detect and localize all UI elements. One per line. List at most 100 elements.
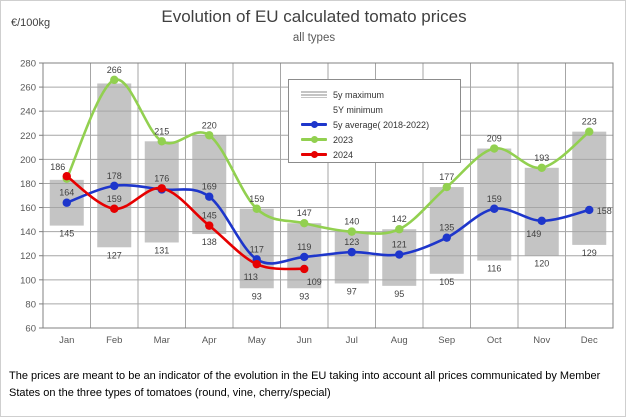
- data-point-Jul: [347, 227, 356, 236]
- series-labels-layer: 164 178 169 117 119 123 121 135 159 149 158 266 215 2…: [50, 65, 612, 287]
- min-value-label: 138: [202, 237, 217, 247]
- y-tick-label: 100: [20, 275, 36, 286]
- series-value-label: 209: [487, 134, 502, 144]
- series-value-label: 169: [202, 182, 217, 192]
- series-value-label: 109: [307, 277, 322, 287]
- series-value-label: 159: [249, 194, 264, 204]
- min-value-label: 129: [582, 248, 597, 258]
- legend-item-5y-maximum: 5y maximum: [301, 87, 460, 102]
- min-value-label: 131: [154, 245, 169, 255]
- range-bar-Nov: [524, 167, 559, 256]
- y-axis-ticks-layer: 60 80 100 120 140 160 180 200 220 240 260 280: [20, 59, 43, 335]
- series-value-label: 119: [297, 242, 311, 252]
- min-value-label: 97: [347, 286, 357, 296]
- range-bar-Apr: [192, 135, 227, 235]
- series-value-label: 266: [107, 65, 122, 75]
- month-label-Oct: Oct: [487, 335, 502, 346]
- y-tick-label: 200: [20, 155, 36, 166]
- series-value-label: 159: [487, 194, 502, 204]
- month-label-Apr: Apr: [202, 335, 217, 346]
- chart-legend: 5y maximum 5Y minimum 5y average( 2018-2…: [288, 79, 461, 163]
- legend-label: 2023: [333, 134, 354, 145]
- data-point-Aug: [395, 225, 404, 234]
- y-tick-label: 280: [20, 59, 36, 70]
- y-tick-label: 60: [25, 324, 36, 335]
- y-tick-label: 80: [25, 299, 36, 310]
- data-point-Mar: [157, 184, 166, 193]
- min-value-label: 145: [59, 229, 74, 239]
- data-point-Apr: [205, 192, 214, 201]
- series-value-label: 140: [344, 217, 359, 227]
- y-tick-label: 160: [20, 203, 36, 214]
- data-point-Jun: [300, 264, 309, 274]
- series-value-label: 177: [439, 172, 454, 182]
- legend-label: 2024: [333, 149, 354, 160]
- data-point-Apr: [205, 131, 214, 140]
- range-bar-Feb: [97, 83, 132, 248]
- range-bar-Jul: [334, 231, 369, 284]
- series-value-label: 178: [107, 171, 122, 181]
- month-label-Dec: Dec: [581, 335, 598, 346]
- legend-item-5y-average: 5y average( 2018-2022): [301, 117, 460, 132]
- data-point-Aug: [395, 250, 404, 259]
- data-point-Mar: [157, 137, 166, 146]
- series-value-label: 176: [154, 173, 169, 183]
- x-axis-labels-layer: Jan Feb Mar Apr May Jun Jul Aug Sep Oct Nov Dec: [59, 335, 598, 346]
- data-point-Apr: [205, 221, 214, 230]
- series-value-label: 123: [344, 237, 359, 247]
- legend-item-5y-minimum: 5Y minimum: [301, 102, 460, 117]
- series-value-label: 145: [202, 211, 217, 221]
- 5y-maximum-swatch-icon: [301, 91, 327, 98]
- legend-item-2024: 2024: [301, 147, 460, 162]
- legend-label: 5y maximum: [333, 89, 385, 100]
- series-line-2024: [62, 172, 309, 274]
- series-value-label: 121: [392, 240, 407, 250]
- series-value-label: 113: [244, 272, 258, 282]
- data-point-Sep: [442, 233, 451, 242]
- series-value-label: 117: [250, 244, 264, 254]
- 2023-line-swatch-icon: [301, 136, 327, 143]
- data-point-Sep: [442, 182, 451, 192]
- y-tick-label: 120: [20, 251, 36, 262]
- data-point-Feb: [110, 204, 119, 213]
- min-value-label: 116: [487, 264, 501, 274]
- y-tick-label: 140: [20, 227, 36, 238]
- month-label-Nov: Nov: [533, 335, 550, 346]
- 5y-average-line-swatch-icon: [301, 121, 327, 128]
- month-label-Feb: Feb: [106, 335, 122, 346]
- chart-subtitle: all types: [292, 32, 336, 44]
- range-bar-Oct: [477, 148, 512, 261]
- data-point-Dec: [585, 205, 594, 215]
- 5y-minimum-swatch-icon: [301, 106, 327, 113]
- min-value-label: 93: [252, 291, 262, 301]
- y-tick-label: 240: [20, 107, 36, 118]
- min-value-label: 95: [394, 289, 404, 299]
- min-value-label: 105: [439, 277, 454, 287]
- min-value-label: 120: [534, 259, 549, 269]
- data-point-May: [252, 259, 261, 269]
- data-point-Feb: [110, 75, 119, 85]
- legend-label: 5y average( 2018-2022): [333, 119, 430, 130]
- footer-note: The prices are meant to be an indicator …: [9, 370, 601, 400]
- month-label-Mar: Mar: [154, 335, 170, 346]
- series-value-label: 164: [59, 188, 74, 198]
- series-value-label: 223: [582, 117, 597, 127]
- data-point-Jan: [62, 198, 71, 207]
- bar-min-labels-layer: 145 127 131 138 93 93 97 95 105 116 120 129: [59, 229, 597, 302]
- y-tick-label: 260: [20, 83, 36, 94]
- data-point-Feb: [110, 181, 119, 191]
- legend-label: 5Y minimum: [333, 104, 383, 115]
- month-label-Sep: Sep: [438, 335, 455, 346]
- data-point-Oct: [490, 144, 499, 153]
- series-value-label: 159: [107, 194, 122, 204]
- data-point-Jul: [347, 247, 356, 257]
- range-bar-Dec: [572, 131, 607, 245]
- series-value-label: 147: [297, 208, 312, 218]
- min-value-label: 93: [299, 291, 309, 301]
- series-value-label: 215: [154, 126, 169, 136]
- y-axis-unit-label: €/100kg: [11, 17, 51, 29]
- month-label-Jan: Jan: [59, 335, 74, 346]
- data-point-Jun: [300, 219, 309, 228]
- series-value-label: 220: [202, 120, 217, 130]
- legend-item-2023: 2023: [301, 132, 460, 147]
